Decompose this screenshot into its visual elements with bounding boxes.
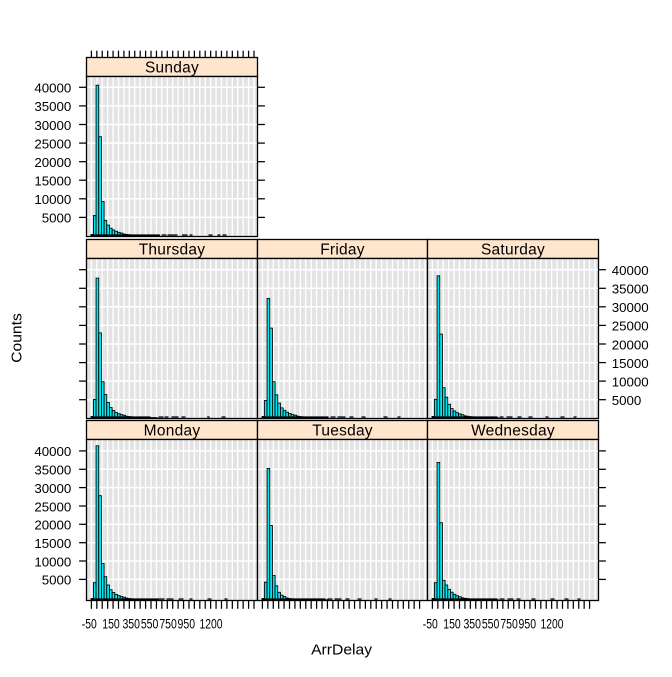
svg-text:30000: 30000 bbox=[34, 481, 71, 496]
svg-text:15000: 15000 bbox=[34, 536, 71, 551]
svg-text:-50: -50 bbox=[423, 615, 438, 631]
svg-text:Thursday: Thursday bbox=[139, 241, 206, 258]
svg-text:10000: 10000 bbox=[34, 192, 71, 207]
svg-text:550: 550 bbox=[482, 615, 500, 631]
svg-text:950: 950 bbox=[519, 615, 537, 631]
svg-text:15000: 15000 bbox=[612, 356, 649, 371]
svg-text:Saturday: Saturday bbox=[481, 241, 545, 258]
svg-text:25000: 25000 bbox=[612, 319, 649, 334]
svg-text:150: 150 bbox=[102, 615, 120, 631]
svg-text:35000: 35000 bbox=[34, 463, 71, 478]
svg-text:Tuesday: Tuesday bbox=[312, 422, 373, 439]
svg-text:35000: 35000 bbox=[612, 282, 649, 297]
svg-text:Wednesday: Wednesday bbox=[471, 422, 555, 439]
svg-text:10000: 10000 bbox=[612, 374, 649, 389]
svg-text:750: 750 bbox=[159, 615, 177, 631]
svg-text:5000: 5000 bbox=[42, 211, 72, 226]
svg-text:25000: 25000 bbox=[34, 136, 71, 151]
svg-text:350: 350 bbox=[122, 615, 140, 631]
svg-text:20000: 20000 bbox=[612, 337, 649, 352]
svg-text:Sunday: Sunday bbox=[145, 59, 199, 76]
svg-text:Friday: Friday bbox=[320, 241, 365, 258]
svg-text:40000: 40000 bbox=[34, 444, 71, 459]
svg-text:5000: 5000 bbox=[42, 573, 72, 588]
svg-text:35000: 35000 bbox=[34, 99, 71, 114]
svg-text:150: 150 bbox=[443, 615, 461, 631]
svg-text:40000: 40000 bbox=[612, 263, 649, 278]
svg-text:-50: -50 bbox=[82, 615, 97, 631]
svg-text:30000: 30000 bbox=[34, 118, 71, 133]
svg-text:15000: 15000 bbox=[34, 174, 71, 189]
svg-text:350: 350 bbox=[463, 615, 481, 631]
svg-text:Monday: Monday bbox=[144, 422, 201, 439]
svg-text:5000: 5000 bbox=[612, 393, 642, 408]
svg-text:550: 550 bbox=[141, 615, 159, 631]
svg-text:1200: 1200 bbox=[200, 615, 223, 631]
svg-text:1200: 1200 bbox=[541, 615, 564, 631]
svg-text:30000: 30000 bbox=[612, 300, 649, 315]
svg-text:40000: 40000 bbox=[34, 81, 71, 96]
svg-text:950: 950 bbox=[178, 615, 196, 631]
svg-text:10000: 10000 bbox=[34, 554, 71, 569]
svg-text:750: 750 bbox=[500, 615, 518, 631]
svg-text:25000: 25000 bbox=[34, 499, 71, 514]
svg-text:20000: 20000 bbox=[34, 155, 71, 170]
svg-text:20000: 20000 bbox=[34, 518, 71, 533]
svg-text:Counts: Counts bbox=[9, 313, 26, 363]
svg-text:ArrDelay: ArrDelay bbox=[311, 642, 373, 659]
